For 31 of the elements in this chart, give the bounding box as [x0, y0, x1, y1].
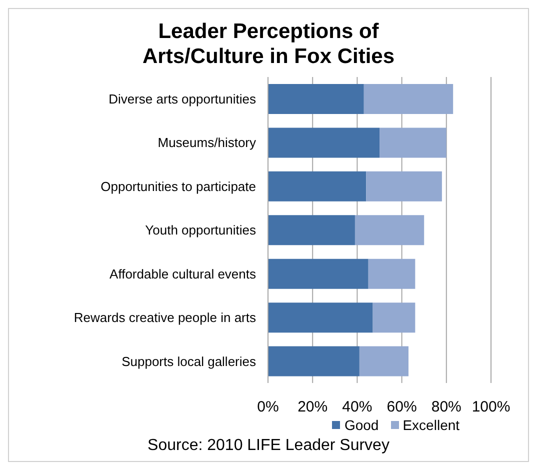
- y-tick-label: Youth opportunities: [145, 222, 256, 238]
- x-tick-label: 20%: [298, 398, 328, 416]
- bar: [354, 215, 424, 246]
- x-tick-label: 100%: [472, 398, 510, 416]
- y-tick-label: Opportunities to participate: [100, 178, 256, 194]
- y-tick-label: Museums/history: [158, 135, 256, 150]
- y-tick-label: Affordable cultural events: [110, 266, 256, 282]
- legend-label: Good: [344, 417, 379, 433]
- bar: [366, 171, 442, 202]
- x-tick-label: 80%: [431, 398, 462, 416]
- bar: [372, 302, 416, 333]
- bar: [268, 215, 355, 246]
- bar: [268, 258, 368, 289]
- chart-title: Leader Perceptions of Arts/Culture in Fox Cities: [141, 19, 396, 69]
- x-tick-label: 40%: [342, 398, 372, 416]
- y-tick-label: Rewards creative people in arts: [74, 310, 256, 326]
- y-tick-label: Diverse arts opportunities: [108, 91, 256, 106]
- bar: [368, 258, 416, 289]
- source-note: Source: 2010 LIFE Leader Survey: [146, 437, 390, 455]
- x-tick-label: 60%: [386, 398, 417, 416]
- legend-label: Excellent: [402, 417, 460, 433]
- bar: [268, 171, 366, 202]
- x-tick-label: 0%: [257, 398, 279, 416]
- bar: [380, 128, 446, 158]
- bar: [268, 302, 373, 333]
- bar: [268, 128, 380, 158]
- bar: [359, 346, 408, 376]
- y-tick-label: Supports local galleries: [122, 354, 256, 369]
- bar: [268, 84, 364, 114]
- bar: [364, 84, 454, 114]
- bar: [268, 346, 360, 376]
